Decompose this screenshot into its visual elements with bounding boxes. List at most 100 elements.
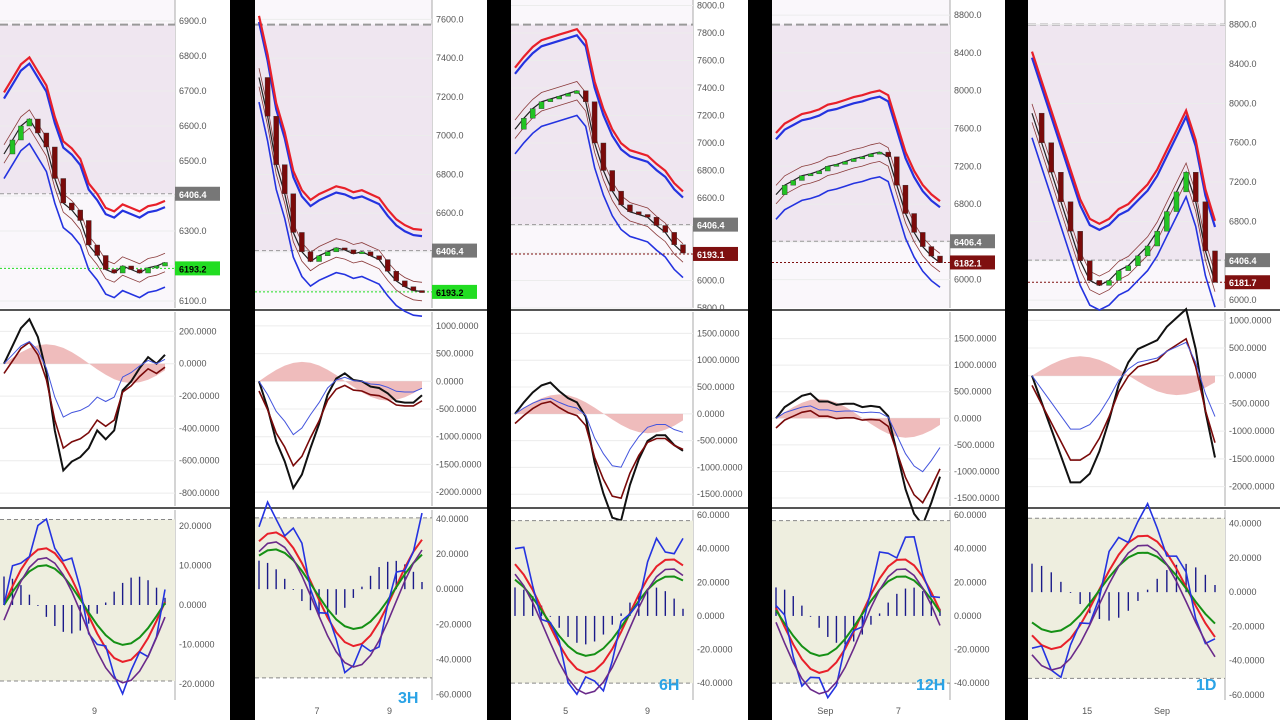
- level-label-text: 6406.4: [436, 247, 464, 257]
- osc-tick-label: 40.0000: [954, 544, 987, 554]
- price-tick-label: 6800.0: [697, 166, 725, 176]
- level-label-box: [1225, 275, 1270, 290]
- candle: [136, 269, 143, 274]
- level-label-text: 6406.4: [697, 221, 725, 231]
- x-tick-label: 5: [563, 706, 568, 716]
- macd-tick-label: -500.0000: [1229, 398, 1270, 408]
- candle: [153, 265, 160, 269]
- level-label-text: 6406.4: [954, 237, 982, 247]
- price-tick-label: 7600.0: [697, 56, 725, 66]
- osc-tick-label: 0.0000: [179, 600, 207, 610]
- price-tick-label: 7600.0: [436, 14, 464, 24]
- price-tick-label: 7200.0: [1229, 177, 1257, 187]
- envelope-upper-line: [3, 61, 166, 219]
- candle: [1154, 231, 1160, 247]
- macd-tick-label: -1500.0000: [1229, 454, 1275, 464]
- level-label-box: [175, 186, 220, 201]
- osc-green-line: [514, 575, 684, 657]
- candle: [324, 251, 331, 256]
- level-label-text: 6182.1: [954, 258, 982, 268]
- osc-tick-label: 60.0000: [697, 510, 730, 520]
- envelope-lower-line: [3, 142, 166, 299]
- x-tick-label: Sep: [817, 706, 833, 716]
- macd-tick-label: -2000.0000: [436, 487, 482, 497]
- candle: [671, 232, 677, 245]
- envelope-lower-line: [775, 175, 941, 288]
- price-tick-label: 7200.0: [436, 92, 464, 102]
- candle: [9, 139, 16, 155]
- osc-tick-label: 0.0000: [954, 611, 982, 621]
- candle: [419, 290, 425, 293]
- candle: [790, 180, 796, 186]
- macd-line: [3, 317, 166, 473]
- macd-tick-label: -1000.0000: [1229, 426, 1275, 436]
- candle: [565, 93, 571, 97]
- candle: [928, 246, 935, 257]
- x-tick-label: 7: [314, 706, 319, 716]
- candle: [1087, 260, 1093, 281]
- macd-tick-label: -400.0000: [179, 423, 220, 433]
- osc-tick-label: 40.0000: [697, 544, 730, 554]
- price-tick-label: 8000.0: [954, 86, 982, 96]
- macd-signal-line: [258, 384, 423, 468]
- candle: [1135, 255, 1141, 266]
- chart-panel-6h: 8000.0 7800.0 7600.0 7400.0 7200.0 7000.0 6800…: [511, 0, 748, 720]
- osc-tick-label: 0.0000: [1229, 587, 1257, 597]
- candle: [35, 118, 41, 134]
- price-tick-label: 6000.0: [954, 275, 982, 285]
- candle: [299, 232, 305, 253]
- x-tick-label: 9: [645, 706, 650, 716]
- candle: [591, 101, 598, 144]
- macd-tick-label: 1000.0000: [436, 321, 479, 331]
- candle: [119, 265, 126, 274]
- candle: [1212, 250, 1218, 283]
- osc-tick-label: -40.0000: [436, 655, 472, 665]
- envelope-upper-line: [775, 95, 941, 209]
- candle: [1058, 172, 1064, 202]
- osc-blue-line: [1031, 501, 1216, 679]
- candle: [556, 96, 562, 100]
- candle: [662, 225, 669, 233]
- candle: [273, 116, 279, 165]
- candle: [885, 151, 891, 158]
- macd-aux-line: [514, 397, 684, 468]
- candle: [618, 190, 624, 206]
- osc-purple-line: [514, 568, 684, 695]
- level-label-box: [693, 246, 738, 261]
- candle: [1173, 191, 1180, 212]
- macd-tick-label: 500.0000: [954, 387, 992, 397]
- candle: [111, 269, 117, 274]
- osc-tick-label: -40.0000: [954, 678, 990, 688]
- candle: [937, 255, 943, 263]
- candle: [162, 262, 168, 267]
- candle: [376, 255, 382, 260]
- chart-panel-1d: 8800.08400.08000.07600.07200.06800.06400…: [1028, 0, 1280, 720]
- candle: [60, 178, 67, 204]
- price-tick-label: 5800.0: [697, 303, 725, 313]
- price-tick-label: 6700.0: [179, 86, 207, 96]
- macd-signal-line: [1031, 337, 1216, 461]
- level-label-text: 6193.2: [436, 288, 464, 298]
- osc-tick-label: -10.0000: [179, 640, 215, 650]
- candle: [1048, 142, 1054, 173]
- level-label-box: [175, 261, 220, 276]
- envelope-lower-line: [1031, 137, 1216, 311]
- price-tick-label: 8800.0: [954, 10, 982, 20]
- chart-svg: 8000.0 7800.0 7600.0 7400.0 7200.0 7000.0 6800…: [511, 0, 748, 716]
- osc-tick-label: -20.0000: [1229, 621, 1265, 631]
- candle: [1067, 201, 1074, 232]
- osc-purple-line: [1031, 544, 1216, 671]
- candle: [1202, 201, 1209, 252]
- candle: [128, 265, 134, 270]
- oscillator-band: [772, 520, 950, 684]
- candle: [316, 255, 322, 262]
- x-tick-label: Sep: [1154, 706, 1170, 716]
- osc-tick-label: 40.0000: [1229, 519, 1262, 529]
- oscillator-band: [255, 517, 432, 678]
- candle: [1115, 270, 1122, 281]
- macd-tick-label: 0.0000: [436, 376, 464, 386]
- osc-tick-label: 0.0000: [436, 584, 464, 594]
- candle: [1193, 172, 1199, 202]
- price-tick-label: 6800.0: [179, 51, 207, 61]
- macd-tick-label: 1500.0000: [697, 328, 740, 338]
